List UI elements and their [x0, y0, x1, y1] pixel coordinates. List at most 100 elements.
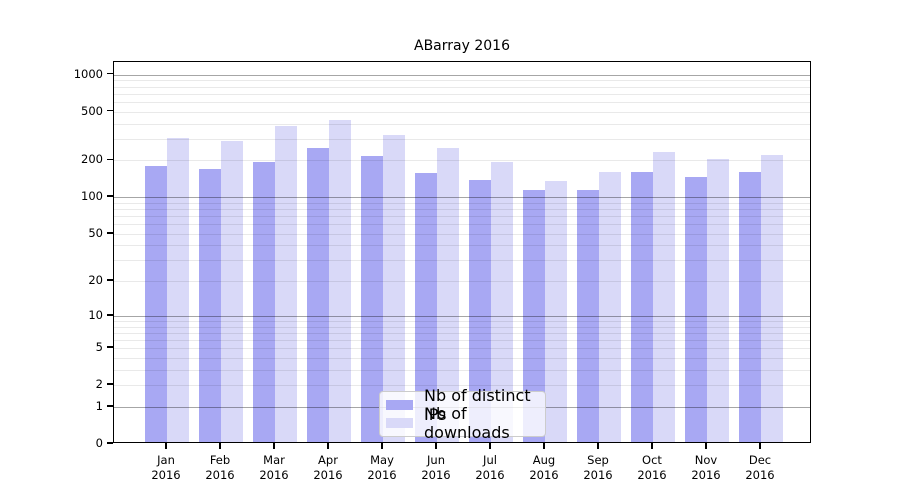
y-tick-100 [107, 195, 113, 198]
bar-nb-of-downloads-sep [599, 171, 621, 442]
x-tick-jul [489, 443, 491, 449]
x-tick-label-mar: Mar 2016 [259, 453, 289, 482]
bar-nb-of-distinct-ips-aug [523, 190, 545, 442]
gridline-minor-90 [114, 202, 810, 204]
gridline-minor-20 [114, 281, 810, 283]
y-tick-1 [107, 405, 113, 407]
x-tick-label-jul: Jul 2016 [475, 453, 505, 482]
x-tick-label-dec: Dec 2016 [745, 453, 775, 482]
bar-nb-of-distinct-ips-jun [415, 172, 437, 442]
x-tick-sep [597, 443, 599, 449]
bar-nb-of-distinct-ips-mar [253, 162, 275, 442]
gridline-minor-200 [114, 160, 810, 162]
gridline-minor-40 [114, 245, 810, 247]
bar-nb-of-downloads-jan [167, 137, 189, 442]
x-tick-label-may: May 2016 [367, 453, 397, 482]
bar-nb-of-downloads-dec [761, 155, 783, 442]
y-tick-label-5: 5 [95, 340, 103, 355]
gridline-minor-400 [114, 123, 810, 125]
bar-nb-of-downloads-jun [437, 147, 459, 442]
gridline-1000 [114, 74, 810, 76]
legend-label-downloads: Nb of downloads [424, 404, 510, 442]
legend-label-distinct-ips: Nb of distinct IPs [424, 386, 531, 424]
bar-nb-of-distinct-ips-dec [739, 171, 761, 442]
gridline-minor-60 [114, 224, 810, 226]
y-tick-label-1: 1 [95, 398, 103, 413]
x-tick-nov [705, 443, 707, 449]
x-tick-label-feb: Feb 2016 [205, 453, 235, 482]
bar-nb-of-downloads-oct [653, 152, 675, 442]
gridline-minor-800 [114, 86, 810, 88]
bar-nb-of-downloads-feb [221, 140, 243, 442]
legend-swatch-downloads [386, 418, 413, 428]
bar-nb-of-distinct-ips-sep [577, 189, 599, 442]
y-tick-label-0: 0 [95, 436, 103, 450]
bar-nb-of-distinct-ips-apr [307, 147, 329, 442]
chart-title: ABarray 2016 [414, 38, 510, 54]
gridline-minor-4 [114, 357, 810, 359]
bar-nb-of-distinct-ips-nov [685, 177, 707, 442]
gridline-minor-50 [114, 233, 810, 235]
y-tick-label-200: 200 [81, 152, 103, 167]
gridline-minor-500 [114, 111, 810, 113]
y-tick-0 [107, 442, 113, 444]
x-tick-apr [327, 443, 329, 449]
y-tick-5 [107, 346, 113, 348]
bar-nb-of-downloads-aug [545, 181, 567, 442]
gridline-minor-70 [114, 216, 810, 218]
gridline-minor-300 [114, 138, 810, 140]
x-tick-aug [543, 443, 545, 449]
gridline-minor-600 [114, 101, 810, 103]
bar-nb-of-distinct-ips-oct [631, 172, 653, 442]
legend: Nb of distinct IPs Nb of downloads [379, 386, 546, 442]
gridline-100 [114, 197, 810, 199]
gridline-minor-2 [114, 385, 810, 387]
y-tick-500 [107, 109, 113, 112]
bars-layer [114, 62, 810, 442]
x-tick-jun [435, 443, 437, 449]
bar-nb-of-downloads-jul [491, 162, 513, 442]
y-tick-20 [107, 279, 113, 281]
gridline-minor-80 [114, 209, 810, 211]
y-tick-label-500: 500 [81, 103, 103, 118]
y-tick-label-1000: 1000 [73, 66, 103, 81]
bar-nb-of-distinct-ips-may [361, 155, 383, 442]
x-tick-label-apr: Apr 2016 [313, 453, 343, 482]
gridline-minor-5 [114, 348, 810, 350]
gridline-minor-900 [114, 80, 810, 82]
bar-nb-of-downloads-nov [707, 159, 729, 442]
gridline-minor-9 [114, 320, 810, 322]
bar-nb-of-downloads-may [383, 135, 405, 442]
x-tick-feb [219, 443, 221, 449]
y-tick-label-20: 20 [88, 273, 103, 288]
x-tick-mar [273, 443, 275, 449]
x-tick-label-jun: Jun 2016 [421, 453, 451, 482]
legend-item-downloads: Nb of downloads [386, 404, 539, 442]
x-tick-oct [651, 443, 653, 449]
plot-area: Nb of distinct IPs Nb of downloads [113, 61, 811, 443]
x-tick-label-nov: Nov 2016 [691, 453, 721, 482]
x-tick-dec [759, 443, 761, 449]
y-tick-50 [107, 231, 113, 234]
y-tick-label-50: 50 [88, 225, 103, 240]
x-tick-label-oct: Oct 2016 [637, 453, 667, 482]
y-tick-label-10: 10 [88, 307, 103, 322]
legend-item-distinct-ips: Nb of distinct IPs [386, 386, 539, 424]
y-tick-label-2: 2 [95, 377, 103, 392]
gridline-10 [114, 315, 810, 317]
gridline-minor-8 [114, 326, 810, 328]
x-tick-label-aug: Aug 2016 [529, 453, 559, 482]
y-tick-label-100: 100 [81, 189, 103, 204]
y-tick-1000 [107, 72, 113, 75]
legend-swatch-distinct-ips [386, 400, 413, 410]
bar-nb-of-downloads-mar [275, 126, 297, 442]
gridline-minor-30 [114, 260, 810, 262]
x-tick-label-jan: Jan 2016 [151, 453, 181, 482]
gridline-minor-3 [114, 369, 810, 371]
bar-nb-of-distinct-ips-jan [145, 166, 167, 442]
x-tick-jan [165, 443, 167, 449]
y-tick-2 [107, 383, 113, 386]
y-tick-200 [107, 158, 113, 161]
bar-nb-of-distinct-ips-feb [199, 169, 221, 442]
